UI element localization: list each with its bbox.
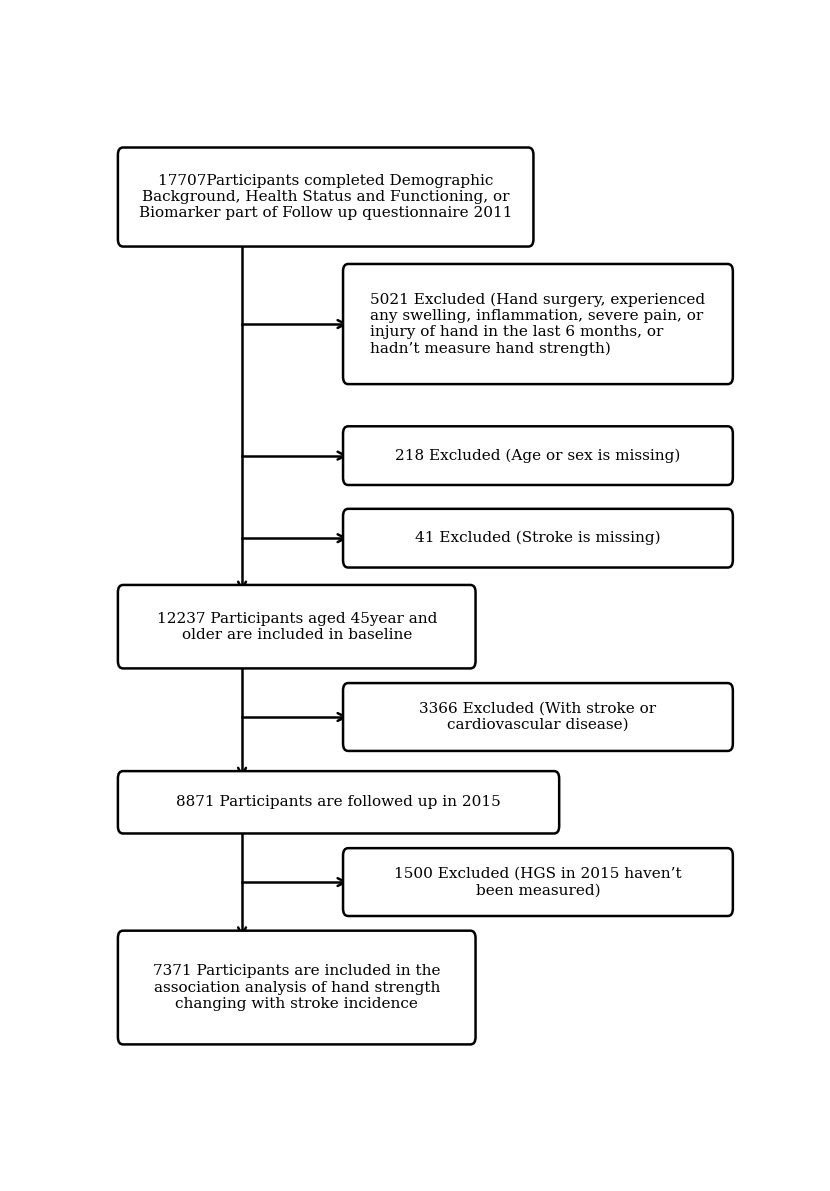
Text: 12237 Participants aged 45year and
older are included in baseline: 12237 Participants aged 45year and older… [157,611,437,642]
Text: 41 Excluded (Stroke is missing): 41 Excluded (Stroke is missing) [415,531,661,545]
FancyBboxPatch shape [118,930,476,1045]
FancyBboxPatch shape [118,148,534,247]
Text: 1500 Excluded (HGS in 2015 haven’t
been measured): 1500 Excluded (HGS in 2015 haven’t been … [394,867,681,897]
Text: 5021 Excluded (Hand surgery, experienced
any swelling, inflammation, severe pain: 5021 Excluded (Hand surgery, experienced… [370,292,706,356]
Text: 8871 Participants are followed up in 2015: 8871 Participants are followed up in 201… [176,796,501,810]
FancyBboxPatch shape [343,684,733,752]
FancyBboxPatch shape [343,848,733,916]
FancyBboxPatch shape [343,426,733,485]
Text: 3366 Excluded (With stroke or
cardiovascular disease): 3366 Excluded (With stroke or cardiovasc… [419,701,657,732]
Text: 7371 Participants are included in the
association analysis of hand strength
chan: 7371 Participants are included in the as… [153,965,441,1011]
FancyBboxPatch shape [118,771,559,834]
Text: 17707Participants completed Demographic
Background, Health Status and Functionin: 17707Participants completed Demographic … [139,174,512,220]
FancyBboxPatch shape [343,509,733,568]
Text: 218 Excluded (Age or sex is missing): 218 Excluded (Age or sex is missing) [395,449,681,463]
FancyBboxPatch shape [343,264,733,385]
FancyBboxPatch shape [118,585,476,668]
